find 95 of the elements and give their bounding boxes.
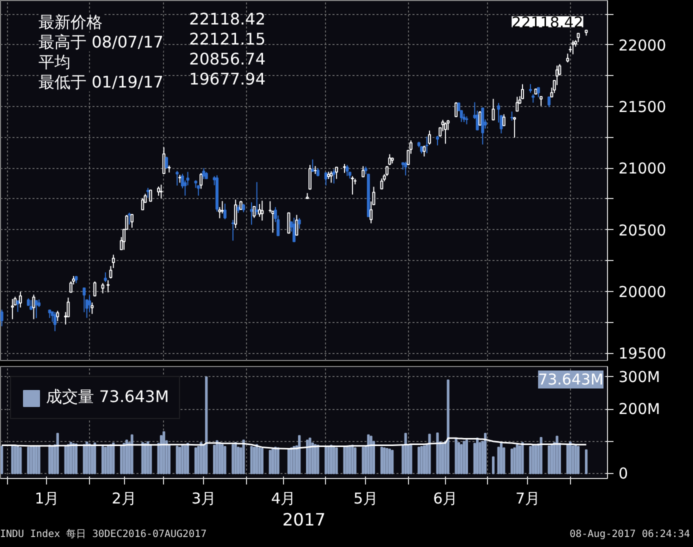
x-tick-label: 5月 — [353, 490, 378, 508]
candlestick — [109, 266, 112, 280]
candlestick — [104, 272, 107, 282]
candlestick — [200, 172, 203, 190]
candlestick — [536, 87, 540, 98]
candlestick — [186, 171, 190, 186]
candlestick — [252, 206, 256, 218]
candlestick — [324, 172, 328, 186]
x-tick-label: 3月 — [191, 490, 216, 508]
candlestick — [56, 310, 60, 322]
candlestick — [16, 300, 20, 312]
candlestick — [287, 212, 290, 234]
candlestick — [425, 136, 428, 154]
candlestick — [220, 200, 224, 214]
candlestick — [513, 116, 516, 138]
text: INDU Index 每日 30DEC2016-07AUG2017 — [0, 528, 207, 542]
candlestick — [53, 312, 56, 332]
text: 最高于 08/07/17 22121.15 — [38, 30, 266, 52]
y-tick-label: 21000 — [618, 160, 666, 178]
candlestick — [0, 309, 4, 327]
candlestick — [436, 135, 439, 146]
candlestick — [308, 164, 312, 190]
annotation: 73.643M — [538, 370, 604, 388]
text: 平均 20856.74 — [38, 50, 266, 72]
candlestick — [444, 122, 447, 144]
candlestick — [234, 199, 238, 229]
candlestick — [298, 218, 301, 230]
candlestick — [231, 219, 234, 242]
candlestick — [548, 96, 551, 108]
text: 08-Aug-2017 06:24:34 — [570, 528, 690, 542]
x-tick-label: 7月 — [516, 490, 540, 508]
candlestick — [18, 291, 22, 308]
candlestick — [34, 300, 38, 319]
candlestick — [90, 302, 94, 314]
candlestick — [260, 200, 264, 222]
y-tick-label: 22000 — [618, 36, 666, 54]
candlestick — [157, 186, 160, 196]
candlestick — [388, 154, 392, 166]
candlestick — [30, 300, 33, 311]
candlestick — [85, 299, 88, 318]
candlestick — [502, 114, 506, 126]
candlestick — [101, 282, 104, 294]
y-tick-label: 200M — [618, 400, 660, 418]
candlestick — [516, 96, 519, 112]
x-axis-title: 2017 — [282, 510, 326, 530]
candlestick — [428, 130, 432, 146]
candlestick — [160, 184, 163, 199]
candlestick — [149, 190, 152, 202]
candlestick — [292, 217, 296, 242]
candlestick — [250, 202, 254, 226]
candlestick — [492, 98, 495, 120]
candlestick — [571, 40, 574, 55]
candlestick — [404, 161, 408, 176]
candlestick — [141, 198, 144, 210]
candlestick — [362, 166, 365, 178]
candlestick — [255, 182, 258, 216]
candlestick — [454, 102, 458, 118]
x-tick-label: 2月 — [112, 490, 136, 508]
candlestick — [311, 158, 314, 172]
candlestick — [106, 280, 110, 293]
candlestick — [162, 146, 166, 174]
text: 最新价格 22118.42 — [38, 10, 266, 32]
x-tick-label: 6月 — [433, 490, 458, 508]
candlestick — [128, 212, 131, 226]
y-tick-label: 0 — [618, 464, 628, 483]
candlestick — [540, 96, 543, 106]
y-tick-label: 20000 — [618, 282, 666, 301]
candlestick — [176, 170, 179, 186]
candlestick — [112, 254, 115, 269]
candlestick — [258, 204, 261, 218]
candlestick — [202, 168, 206, 180]
candlestick — [380, 178, 384, 190]
y-tick-label: 20500 — [618, 221, 666, 240]
candlestick — [332, 168, 336, 184]
legend-label: 成交量 73.643M — [46, 387, 169, 408]
candlestick — [330, 170, 333, 184]
candlestick — [295, 214, 298, 236]
text: 最低于 01/19/17 19677.94 — [38, 70, 266, 92]
candlestick — [93, 280, 96, 296]
y-tick-label: 19500 — [618, 344, 666, 363]
candlestick — [422, 145, 426, 157]
candlestick — [82, 288, 86, 313]
y-tick-label: 300M — [618, 368, 660, 386]
x-tick-label: 1月 — [34, 490, 60, 508]
line-series — [1, 437, 587, 450]
candlestick — [32, 294, 36, 320]
candlestick — [346, 164, 349, 176]
y-tick-label: 21500 — [618, 98, 666, 116]
candlestick — [10, 298, 14, 320]
x-tick-label: 4月 — [271, 490, 296, 508]
candlestick — [350, 176, 354, 196]
candlestick — [268, 200, 272, 213]
candlestick — [223, 203, 226, 220]
annotation: 22118.42 — [512, 13, 584, 32]
candlestick — [130, 214, 134, 228]
